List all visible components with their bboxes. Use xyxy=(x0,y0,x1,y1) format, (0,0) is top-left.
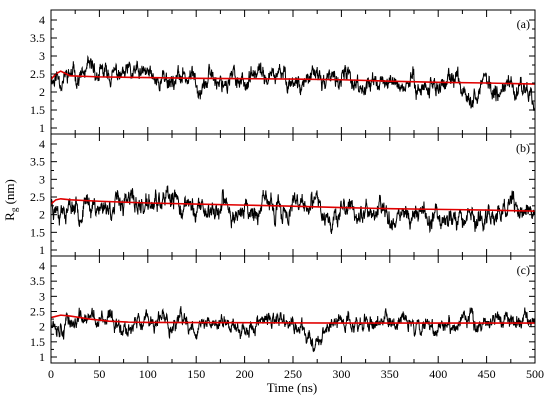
panel-a: 1 1.5 2 2.5 3 3.5 4 (a) xyxy=(30,9,536,135)
x-tick-label: 450 xyxy=(478,367,496,381)
panel-label: (c) xyxy=(517,263,530,277)
y-tick-label: 1 xyxy=(39,243,45,257)
panel-c: 11.522.5 33.54 (c) xyxy=(30,255,536,364)
y-tick-label: 2 xyxy=(39,208,45,222)
y-axis-title-main: R xyxy=(2,212,17,221)
y-tick-label: 3 xyxy=(39,289,45,303)
y-tick-label: 2.5 xyxy=(30,67,45,81)
x-tick-label: 400 xyxy=(429,367,447,381)
y-tick-label: 4 xyxy=(39,137,45,151)
y-tick-label: 1.5 xyxy=(30,335,45,349)
average-rg-series xyxy=(50,314,535,324)
x-tick-label: 150 xyxy=(187,367,205,381)
y-tick-label: 4 xyxy=(39,13,45,27)
panel-frame xyxy=(50,255,536,364)
x-axis-title: Time (ns) xyxy=(267,380,317,395)
y-tick-label: 1.5 xyxy=(30,103,45,117)
x-tick-label: 500 xyxy=(526,367,544,381)
y-tick-label: 3.5 xyxy=(30,155,45,169)
average-rg-series xyxy=(50,70,536,85)
panel-label: (a) xyxy=(517,17,530,31)
y-tick-label: 1 xyxy=(39,121,45,135)
panel-label: (b) xyxy=(516,141,530,155)
y-tick-label: 1.5 xyxy=(30,225,45,239)
raw-rg-series xyxy=(51,54,535,112)
y-tick-label: 2 xyxy=(39,85,45,99)
x-tick-label: 300 xyxy=(332,367,350,381)
y-tick-label: 4 xyxy=(39,259,45,273)
x-tick-label: 250 xyxy=(284,367,302,381)
y-tick-label: 2.5 xyxy=(30,305,45,319)
raw-rg-series xyxy=(51,185,535,234)
y-tick-label: 3 xyxy=(39,49,45,63)
y-tick-label: 2.5 xyxy=(30,190,45,204)
panels: 11.522.533.54 (a)11.522.533.54 (b)11.522.5… xyxy=(30,9,536,364)
y-axis-title-unit: (nm) xyxy=(2,179,17,208)
x-tick-label: 50 xyxy=(93,367,105,381)
x-tick-label: 200 xyxy=(236,367,254,381)
y-axis-title: Rg (nm) xyxy=(2,179,19,221)
y-tick-label: 2 xyxy=(39,320,45,334)
y-tick-label: 3.5 xyxy=(30,31,45,45)
raw-rg-series xyxy=(51,306,535,353)
x-axis-tick-labels: 0 50 100 150 200 250 300 350 400 450 500 xyxy=(48,367,544,381)
y-tick-label: 1 xyxy=(39,350,45,364)
average-rg-series xyxy=(50,197,536,212)
panel-b: 1 1.5 2 2.5 3 3.5 4 (b) xyxy=(30,133,536,257)
y-tick-label: 3 xyxy=(39,172,45,186)
x-tick-label: 0 xyxy=(48,367,54,381)
x-tick-label: 100 xyxy=(139,367,157,381)
x-tick-label: 350 xyxy=(381,367,399,381)
y-axis-title-subscript: g xyxy=(9,207,19,212)
y-tick-label: 3.5 xyxy=(30,274,45,288)
